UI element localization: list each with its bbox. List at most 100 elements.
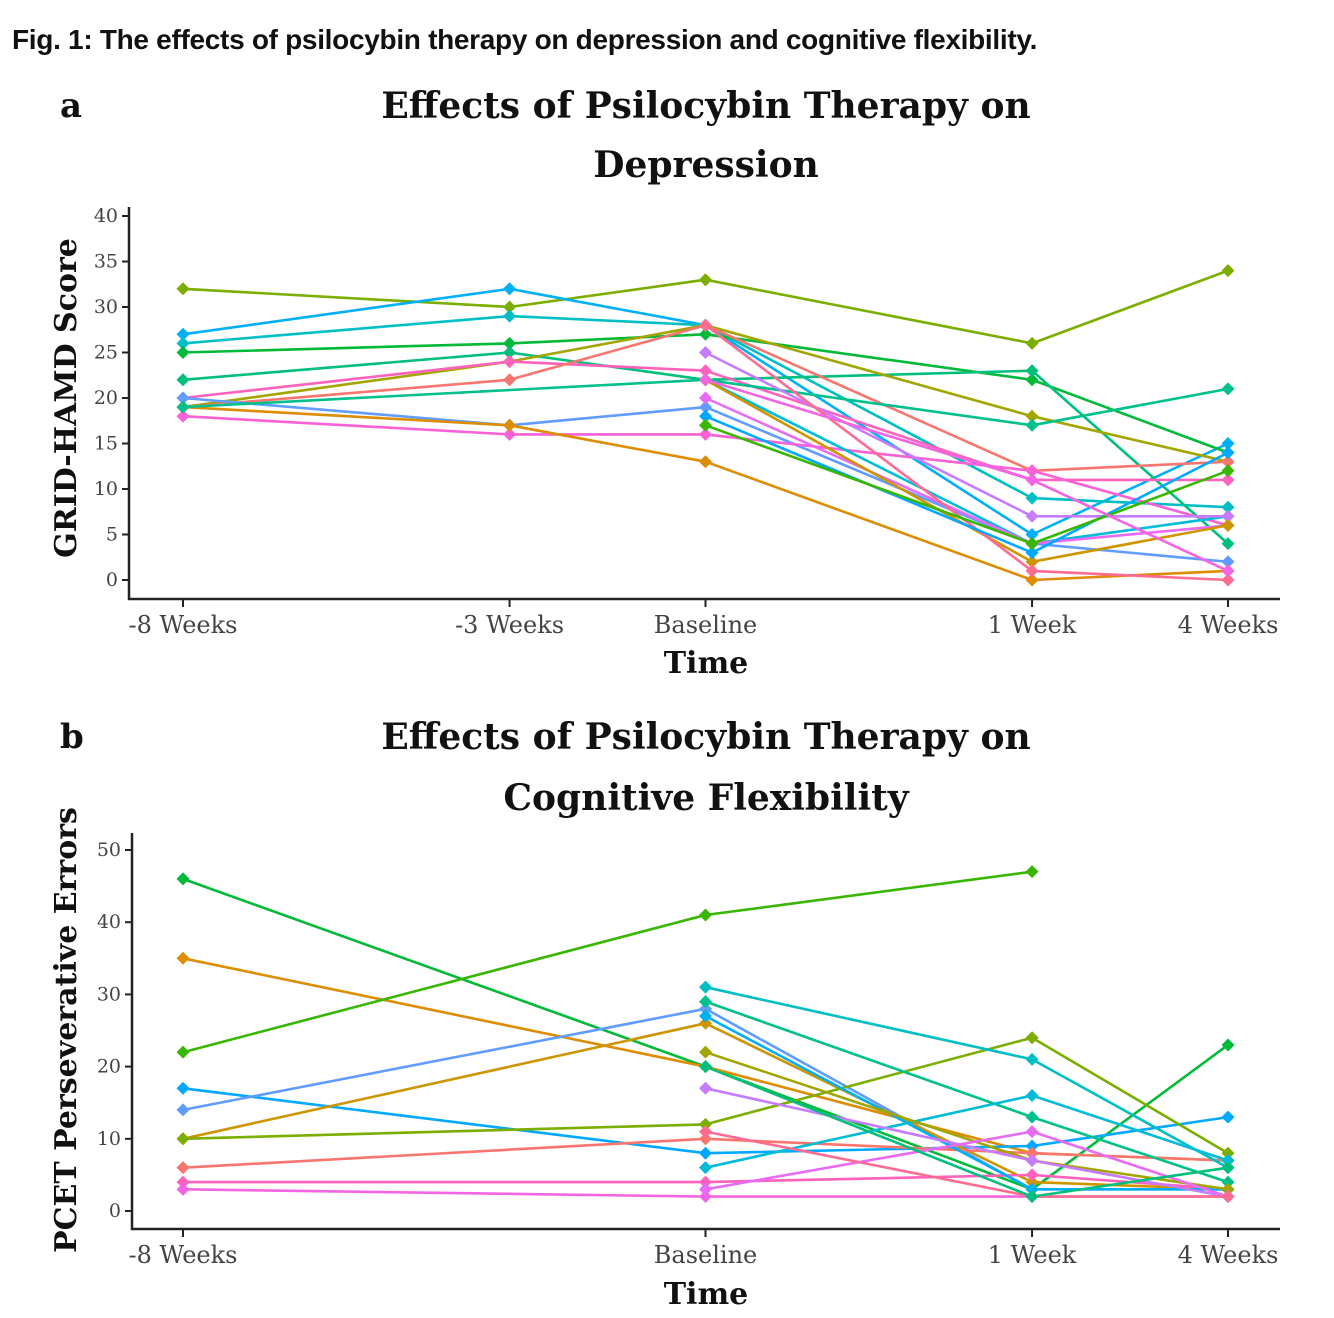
data-point-series-20 [699, 373, 712, 387]
data-point-series-8 [176, 1161, 190, 1175]
data-point-series-16 [1025, 1153, 1039, 1167]
data-point-series-3 [1221, 500, 1235, 514]
panel-a-letter: a [60, 86, 82, 126]
panel-b-title-line-1: Effects of Psilocybin Therapy on [381, 716, 1030, 758]
data-point-series-14 [1221, 1153, 1235, 1167]
data-point-series-1 [1221, 1038, 1235, 1052]
data-point-series-17 [1025, 1125, 1039, 1139]
data-point-series-1 [699, 273, 712, 287]
x-tick-label-8-weeks: -8 Weeks [129, 1241, 238, 1269]
data-point-series-11 [699, 980, 712, 994]
data-point-series-18 [1025, 546, 1039, 560]
y-tick-label-15: 15 [94, 433, 118, 455]
data-point-series-5 [176, 1103, 190, 1117]
y-tick-label-5: 5 [106, 524, 118, 546]
data-point-series-7 [1221, 473, 1235, 487]
panel-a-title-line-1: Effects of Psilocybin Therapy on [381, 85, 1030, 127]
x-tick-label-4-weeks: 4 Weeks [1178, 611, 1279, 639]
data-point-series-15 [699, 391, 712, 405]
data-point-series-4 [1025, 373, 1039, 387]
data-point-series-14 [1025, 509, 1039, 523]
data-point-series-7 [503, 355, 517, 369]
data-point-series-5 [1025, 364, 1039, 378]
data-point-series-8 [503, 373, 517, 387]
data-point-series-3 [176, 1045, 190, 1059]
data-point-series-19 [1221, 1161, 1235, 1175]
data-point-series-12 [699, 995, 712, 1009]
data-point-series-12 [1221, 382, 1235, 396]
data-point-series-1 [503, 300, 517, 314]
data-point-series-18 [1221, 446, 1235, 460]
x-tick-label-1-week: 1 Week [988, 611, 1077, 639]
data-point-series-17 [699, 1182, 712, 1196]
data-point-series-19 [699, 1060, 712, 1074]
panel-b-x-axis-title: Time [664, 1277, 749, 1312]
data-point-series-19 [699, 418, 712, 432]
panel-a-axes [127, 207, 1280, 601]
panel-b-series-lines [182, 870, 1229, 1198]
data-point-series-10 [176, 409, 190, 423]
data-point-series-3 [503, 309, 517, 323]
data-point-series-18 [699, 409, 712, 423]
panel-a-chart: a Effects of Psilocybin Therapy on Depre… [49, 85, 1280, 681]
data-point-series-10 [176, 1182, 190, 1196]
data-point-series-12 [1221, 1175, 1235, 1189]
data-point-series-10 [1025, 464, 1039, 478]
data-point-series-6 [1025, 1175, 1039, 1189]
data-point-series-14 [1221, 509, 1235, 523]
figure-caption: Fig. 1: The effects of psilocybin therap… [12, 24, 1038, 55]
series-line-15 [705, 1050, 1229, 1191]
data-point-series-4 [699, 1146, 712, 1160]
data-point-series-7 [699, 364, 712, 378]
data-point-series-7 [1025, 1031, 1039, 1045]
data-point-series-1 [1025, 336, 1039, 350]
data-point-series-5 [1221, 537, 1235, 551]
data-point-series-2 [503, 282, 517, 296]
data-point-series-9 [176, 1175, 190, 1189]
series-line-7 [182, 1036, 1229, 1155]
x-tick-label-3-weeks: -3 Weeks [455, 611, 564, 639]
data-point-series-12 [1025, 418, 1039, 432]
data-point-series-19 [1025, 1190, 1039, 1204]
y-tick-label-25: 25 [94, 342, 118, 364]
panel-a-title-line-2: Depression [593, 144, 819, 186]
panel-b-chart: b Effects of Psilocybin Therapy on Cogni… [49, 716, 1280, 1312]
data-point-series-17 [699, 318, 712, 332]
y-tick-label-10: 10 [94, 478, 118, 500]
y-tick-label-10: 10 [97, 1128, 121, 1150]
data-point-series-14 [699, 1161, 712, 1175]
data-point-series-9 [1025, 1168, 1039, 1182]
data-point-series-11 [699, 455, 712, 469]
data-point-series-11 [1025, 573, 1039, 587]
data-point-series-9 [699, 400, 712, 414]
data-point-series-9 [1221, 555, 1235, 569]
data-point-series-3 [699, 908, 712, 922]
data-point-series-1 [176, 282, 190, 296]
data-point-series-4 [176, 1081, 190, 1095]
series-line-12 [182, 378, 1229, 427]
series-line-3 [182, 870, 1033, 1054]
data-point-series-18 [699, 1125, 712, 1139]
data-point-series-2 [176, 327, 190, 341]
data-point-series-9 [699, 1175, 712, 1189]
data-point-series-13 [699, 1009, 712, 1023]
data-point-series-5 [503, 346, 517, 359]
y-tick-label-30: 30 [97, 983, 121, 1005]
data-point-series-3 [1025, 491, 1039, 505]
data-point-series-9 [176, 391, 190, 405]
x-tick-label-4-weeks: 4 Weeks [1178, 1241, 1279, 1269]
data-point-series-16 [1025, 555, 1039, 569]
data-point-series-20 [1221, 564, 1235, 578]
data-point-series-2 [176, 951, 190, 965]
panel-b-axes [130, 833, 1280, 1231]
data-point-series-4 [503, 336, 517, 350]
y-tick-label-40: 40 [94, 205, 118, 227]
data-point-series-19 [1221, 464, 1235, 478]
x-tick-label-baseline: Baseline [654, 611, 757, 639]
y-tick-label-20: 20 [97, 1056, 121, 1078]
data-point-series-5 [176, 373, 190, 387]
y-tick-label-30: 30 [94, 296, 118, 318]
data-point-series-17 [1025, 564, 1039, 578]
data-point-series-6 [1025, 409, 1039, 423]
